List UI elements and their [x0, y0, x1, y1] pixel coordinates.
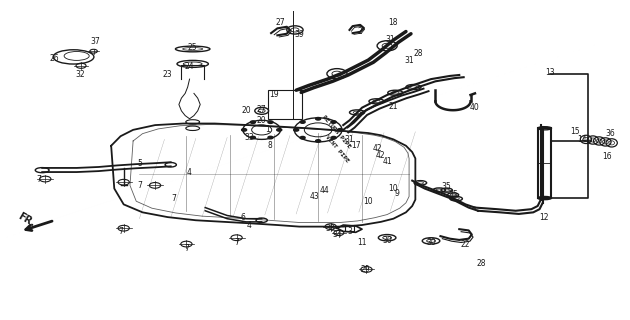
Text: 11: 11: [357, 238, 367, 247]
Circle shape: [268, 136, 273, 139]
Text: 40: 40: [470, 103, 480, 112]
Text: 25: 25: [188, 43, 197, 52]
Text: 17: 17: [351, 141, 360, 150]
Text: 30: 30: [382, 236, 392, 245]
Text: 36: 36: [605, 129, 615, 138]
Text: 20: 20: [241, 106, 251, 115]
Text: 7: 7: [118, 227, 123, 236]
Text: 15: 15: [571, 127, 580, 136]
Text: 42: 42: [376, 151, 386, 160]
Text: 28: 28: [476, 259, 486, 268]
Circle shape: [250, 121, 255, 124]
Circle shape: [300, 136, 305, 139]
Text: 4: 4: [247, 220, 251, 229]
Text: 9: 9: [394, 189, 399, 198]
Text: 35: 35: [448, 190, 458, 199]
Text: 19: 19: [270, 91, 279, 100]
Text: 12: 12: [539, 212, 549, 222]
Text: 31: 31: [345, 135, 354, 144]
Text: 31: 31: [404, 56, 414, 65]
Text: 29: 29: [360, 265, 370, 274]
Text: 23: 23: [163, 70, 173, 79]
Text: 8: 8: [268, 141, 272, 150]
Circle shape: [277, 129, 282, 131]
Text: 34: 34: [332, 230, 342, 239]
Text: 6: 6: [241, 212, 245, 222]
Text: 22: 22: [461, 240, 470, 249]
Text: 27: 27: [257, 105, 266, 114]
Text: 7: 7: [137, 181, 142, 190]
Text: 18: 18: [389, 18, 398, 27]
Text: 5: 5: [137, 159, 142, 168]
Text: 41: 41: [382, 157, 392, 166]
Text: 3: 3: [347, 227, 352, 236]
Text: 43: 43: [310, 192, 320, 201]
Text: 4: 4: [187, 168, 192, 177]
Text: VENT PIPE: VENT PIPE: [324, 134, 350, 163]
Bar: [268, 90, 302, 119]
Circle shape: [316, 140, 321, 142]
Text: RETURN PIPE: RETURN PIPE: [321, 114, 352, 149]
Text: 7: 7: [234, 238, 239, 247]
Text: 10: 10: [364, 197, 373, 206]
Circle shape: [294, 129, 299, 131]
Text: 16: 16: [602, 152, 612, 161]
Text: 10: 10: [389, 184, 398, 193]
Circle shape: [331, 136, 336, 139]
Circle shape: [331, 121, 336, 123]
Text: 14: 14: [576, 135, 587, 144]
Text: 42: 42: [373, 144, 382, 153]
Text: 21: 21: [389, 101, 398, 111]
Text: 44: 44: [319, 186, 329, 195]
Circle shape: [316, 117, 321, 120]
Text: 1: 1: [266, 125, 270, 134]
Text: 13: 13: [546, 68, 555, 77]
Text: 31: 31: [386, 35, 395, 44]
Circle shape: [338, 129, 343, 131]
Text: 35: 35: [442, 182, 452, 191]
Circle shape: [300, 121, 305, 123]
Bar: [537, 128, 551, 198]
Text: 39: 39: [294, 30, 304, 39]
Text: 7: 7: [37, 174, 42, 184]
Text: 30: 30: [426, 238, 436, 247]
Text: FR.: FR.: [16, 211, 37, 228]
Text: 7: 7: [184, 244, 189, 253]
Text: 38: 38: [326, 224, 336, 233]
Text: 7: 7: [171, 194, 176, 203]
Text: 20: 20: [257, 116, 266, 125]
Text: 33: 33: [244, 133, 254, 142]
Text: 32: 32: [75, 70, 84, 79]
Text: 2: 2: [358, 27, 362, 36]
Text: 24: 24: [185, 62, 195, 71]
Text: 28: 28: [414, 49, 423, 58]
Circle shape: [268, 121, 273, 124]
Circle shape: [242, 129, 246, 131]
Text: 27: 27: [276, 18, 285, 27]
Circle shape: [250, 136, 255, 139]
Text: 26: 26: [50, 54, 59, 63]
Text: 37: 37: [91, 36, 100, 45]
